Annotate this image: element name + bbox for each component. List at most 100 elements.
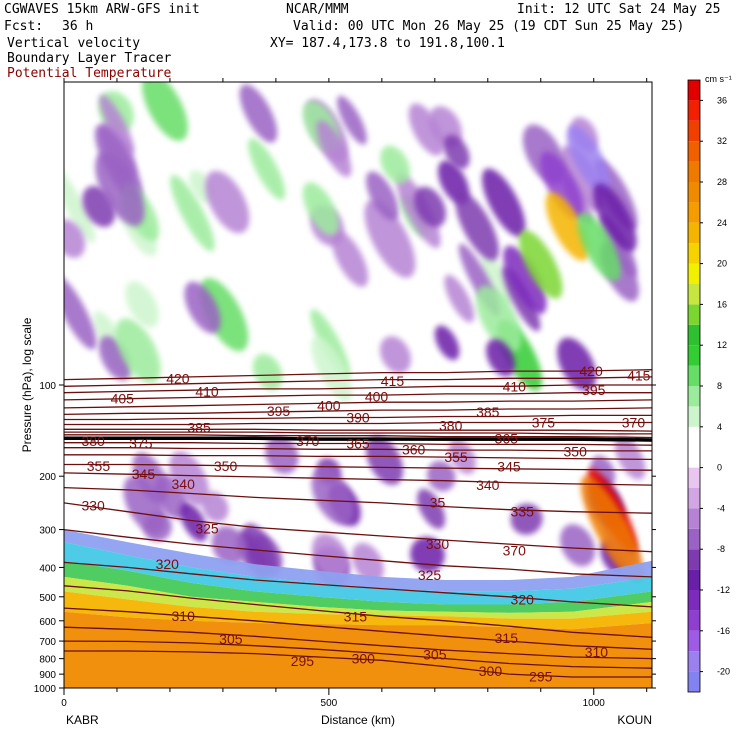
colorbar-tick-label: -8 [717,544,725,554]
velocity-cell [125,281,159,328]
contour-label-330: 330 [426,536,450,552]
contour-label-385: 385 [187,419,211,435]
isentrope-320 [64,561,652,608]
isentrope-400 [64,399,652,409]
isentrope-300 [64,640,652,669]
colorbar-tick-label: -16 [717,626,730,636]
velocity-cell [560,145,604,211]
velocity-cell [503,245,547,315]
colorbar-swatch [688,182,700,203]
colorbar-swatch [688,610,700,631]
contour-label-355: 355 [87,458,111,474]
contour-label-415: 415 [381,373,405,389]
velocity-cell [170,174,215,252]
colorbar-tick-label: -20 [717,667,730,677]
boundary-layer-tracer-band [64,560,652,613]
contour-label-330: 330 [81,498,105,514]
velocity-cell [64,165,96,243]
colorbar-swatch [688,386,700,407]
colorbar-tick-label: 16 [717,299,727,309]
colorbar-tick-label: 36 [717,95,727,105]
colorbar-swatch [688,590,700,611]
velocity-cell [480,255,514,305]
field-boundary-layer-tracer: Boundary Layer Tracer [7,51,172,66]
contour-label-315: 315 [495,630,519,646]
velocity-cell [142,82,188,141]
y-tick-label: 800 [39,655,56,666]
colorbar-swatch [688,263,700,284]
colorbar-swatch [688,120,700,142]
velocity-cell [211,526,247,565]
contour-label-345: 345 [497,459,521,475]
potential-temperature-contours [64,369,652,678]
velocity-cell [248,138,286,200]
contour-label-410: 410 [195,383,219,399]
velocity-cell [566,125,611,194]
x-tick-label: 0 [61,698,67,709]
colorbar-swatch [688,508,700,529]
colorbar-units: cm s⁻¹ [705,74,732,84]
velocity-cell [379,336,411,374]
velocity-cell [443,134,470,170]
colorbar-swatch [688,569,700,590]
colorbar-tick-label: 24 [717,218,727,228]
contour-label-385: 385 [476,404,500,420]
isentrope-355 [64,447,652,452]
start-station-label: KABR [66,713,99,727]
contour-label-365: 365 [495,430,519,446]
isentrope-370 [64,434,652,439]
tropopause-line [64,436,652,442]
contour-label-380: 380 [81,433,105,449]
isentrope-295 [64,650,652,678]
y-tick-label: 400 [39,563,56,574]
velocity-cell [316,120,352,177]
contour-label-365: 365 [346,436,370,452]
isentrope-340 [64,472,652,486]
velocity-cell [265,435,299,474]
velocity-cell [302,182,339,236]
x-tick-label: 500 [321,698,338,709]
y-tick-label: 500 [39,593,56,604]
field-potential-temperature: Potential Temperature [7,66,172,81]
colorbar-tick-label: 28 [717,177,727,187]
colorbar-tick-label: -12 [717,585,730,595]
isentrope-390 [64,414,652,421]
colorbar-swatch [688,141,700,162]
velocity-cell [364,199,416,278]
contour-label-370: 370 [503,543,527,559]
contour-label-400: 400 [317,398,341,414]
contour-label-315: 315 [344,608,368,624]
fcst-value: 36 h [62,19,94,34]
velocity-cell [365,435,404,485]
isentrope-385 [64,421,652,426]
contour-label-295: 295 [291,653,315,669]
colorbar-swatch [688,324,700,346]
contour-label-300: 300 [352,651,376,667]
velocity-cell [311,336,353,402]
contour-label-415: 415 [627,367,651,383]
contour-label-390: 390 [346,409,370,425]
velocity-cell [311,467,354,525]
velocity-cell [475,285,522,353]
y-axis-title: Pressure (hPa), log scale [20,317,34,452]
velocity-cell [380,145,410,184]
field-vertical-velocity: Vertical velocity [7,36,141,51]
contour-label-420: 420 [166,370,190,386]
velocity-cell [239,84,278,143]
contour-label-320: 320 [511,591,535,607]
axes: 100 200 300 400 500 600 700 800 900 1000 0 500 1000 [34,78,656,709]
isentrope-380 [64,428,652,432]
y-tick-label: 1000 [34,684,57,695]
isentrope-405 [64,392,652,401]
isentrope-395 [64,407,652,416]
isentrope-330 [64,502,652,553]
contour-label-355: 355 [444,449,468,465]
velocity-cell [365,171,399,221]
contour-label-305: 305 [219,631,243,647]
colorbar-swatch [688,447,700,468]
colorbar: -20 -16 -12 -8 -4 0 4 8 12 16 20 24 28 32 36 [687,79,730,693]
colorbar-swatch [688,528,700,550]
contour-label-325: 325 [195,521,219,537]
velocity-cell [580,476,644,584]
